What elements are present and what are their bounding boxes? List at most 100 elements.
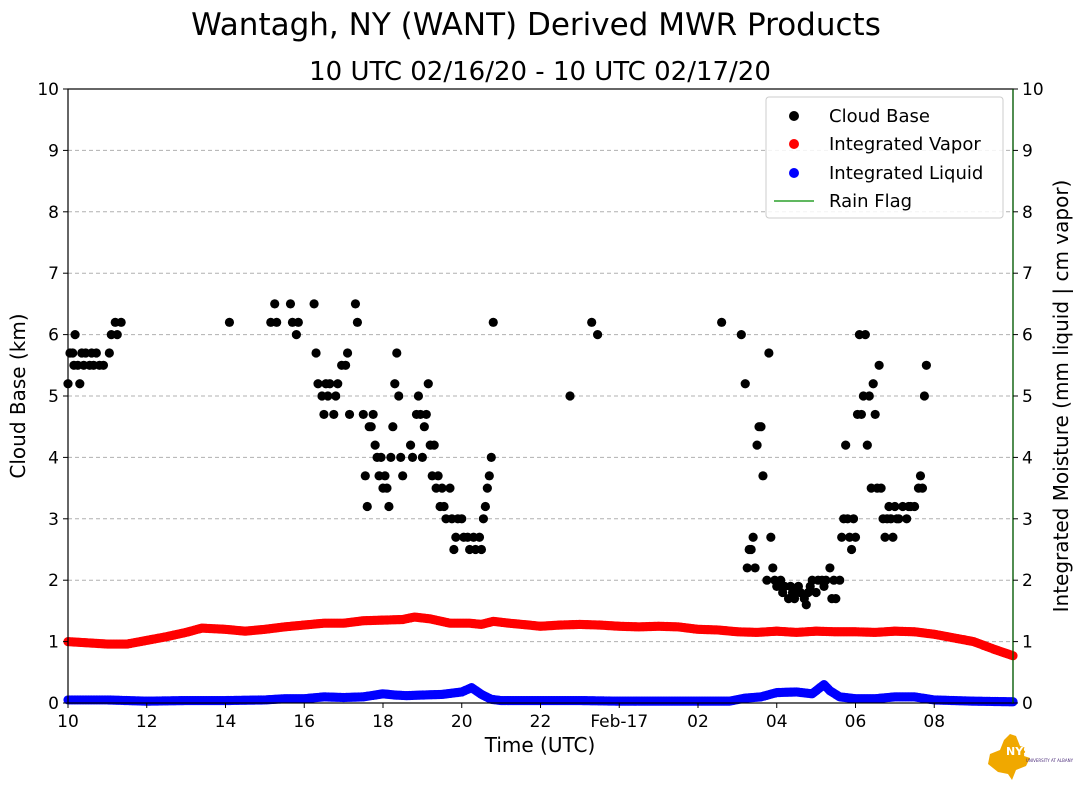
grid-layer (68, 149, 1013, 643)
x-tick-label: 12 (136, 712, 158, 732)
cloud-base-point (116, 317, 126, 327)
cloud-base-point (370, 440, 380, 450)
cloud-base-point (417, 452, 427, 462)
y-tick-label-right: 6 (1022, 326, 1033, 346)
legend-integrated-liquid: Integrated Liquid (829, 163, 983, 184)
y-tick-label-left: 3 (48, 510, 59, 530)
cloud-base-point (919, 391, 930, 401)
cloud-base-point (868, 379, 878, 389)
legend-integrated-vapor: Integrated Vapor (829, 134, 981, 155)
y-tick-label-right: 2 (1022, 571, 1033, 591)
cloud-base-point (768, 563, 778, 573)
cloud-base-point (488, 317, 498, 327)
y-tick-label-right: 8 (1022, 203, 1033, 223)
y-tick-label-right: 3 (1022, 510, 1033, 530)
y-tick-label-right: 0 (1022, 694, 1033, 714)
cloud-base-point (224, 317, 235, 327)
cloud-base-point (405, 440, 416, 450)
cloud-base-point (850, 532, 861, 542)
cloud-base-point (352, 317, 363, 327)
y-tick-label-left: 10 (37, 80, 59, 100)
x-tick-label: 02 (687, 712, 709, 732)
cloud-base-point (870, 409, 880, 420)
cloud-base-point (740, 379, 750, 389)
cloud-base-point (478, 514, 489, 524)
cloud-base-point (756, 422, 766, 432)
cloud-base-point (421, 409, 431, 420)
x-tick-label: 14 (215, 712, 237, 732)
cloud-base-point (848, 514, 859, 524)
cloud-base-point (890, 501, 900, 512)
cloud-base-point (846, 544, 857, 555)
cloud-base-point (429, 440, 439, 450)
cloud-base-point (394, 391, 404, 401)
y-tick-label-left: 4 (48, 448, 59, 468)
x-axis-label: Time (UTC) (484, 733, 596, 757)
y-tick-label-right: 7 (1022, 264, 1033, 284)
legend-vapor-marker (789, 139, 799, 149)
y-axis-label-left: Cloud Base (km) (6, 313, 30, 478)
cloud-base-point (841, 440, 851, 450)
cloud-base-point (104, 348, 114, 358)
cloud-base-point (380, 471, 390, 481)
cloud-base-point (358, 409, 368, 420)
x-tick-label: 06 (845, 712, 867, 732)
cloud-base-point (825, 563, 835, 573)
cloud-base-point (917, 483, 928, 493)
cloud-base-point (437, 483, 447, 493)
y-tick-label-left: 0 (48, 694, 59, 714)
cloud-base-point (382, 483, 392, 493)
logo-text: NYS Mesonet (1006, 745, 1078, 758)
cloud-base-point (392, 348, 402, 358)
cloud-base-point (423, 379, 433, 389)
cloud-base-point (476, 544, 487, 555)
chart-title: Wantagh, NY (WANT) Derived MWR Products (191, 7, 881, 43)
cloud-base-point (285, 299, 296, 309)
y-tick-label-right: 10 (1022, 80, 1044, 100)
x-tick-label: 16 (293, 712, 315, 732)
legend-cloud-base: Cloud Base (829, 106, 930, 127)
cloud-base-point (587, 317, 597, 327)
cloud-base-point (407, 452, 418, 462)
cloud-base-point (874, 360, 884, 370)
cloud-base-point (736, 330, 746, 340)
cloud-base-point (894, 514, 904, 524)
cloud-base-point (835, 575, 845, 585)
cloud-base-point (325, 379, 335, 389)
cloud-base-point (746, 544, 756, 555)
y-tick-label-right: 1 (1022, 633, 1033, 653)
legend-box (765, 96, 1004, 219)
cloud-base-point (880, 532, 890, 542)
cloud-base-point (293, 317, 303, 327)
y-tick-label-left: 6 (48, 326, 59, 346)
cloud-base-point (482, 483, 492, 493)
cloud-base-point (112, 330, 122, 340)
cloud-base-point (565, 391, 575, 401)
y-tick-label-left: 5 (48, 387, 59, 407)
cloud-base-point (811, 587, 821, 598)
cloud-base-point (413, 391, 424, 401)
cloud-base-point (821, 575, 831, 585)
cloud-base-point (342, 348, 353, 358)
nys-mesonet-logo: NYS Mesonet UNIVERSITY AT ALBANY (988, 734, 1078, 780)
cloud-base-point (323, 391, 333, 401)
y-tick-label-right: 4 (1022, 448, 1033, 468)
cloud-base-point (398, 471, 408, 481)
cloud-base-point (902, 514, 912, 524)
ny-state-shape-icon (988, 734, 1030, 780)
cloud-base-point (350, 299, 361, 309)
cloud-base-point (764, 348, 774, 358)
cloud-base-point (376, 452, 386, 462)
cloud-base-point (480, 501, 490, 512)
cloud-base-point (366, 422, 376, 432)
cloud-base-point (344, 409, 355, 420)
cloud-base-point (433, 471, 443, 481)
cloud-base-point (831, 594, 841, 604)
x-tick-label: 20 (451, 712, 473, 732)
y-tick-label-left: 2 (48, 571, 59, 591)
y-tick-label-left: 9 (48, 141, 59, 161)
x-tick-label: 22 (530, 712, 552, 732)
y-tick-label-left: 1 (48, 633, 59, 653)
cloud-base-point (319, 409, 329, 420)
